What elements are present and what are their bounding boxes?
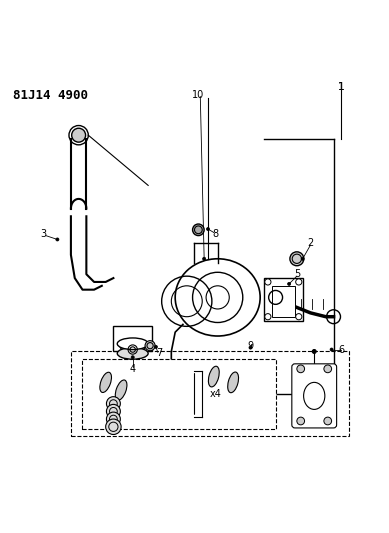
Circle shape bbox=[265, 279, 271, 285]
Circle shape bbox=[154, 345, 158, 349]
Ellipse shape bbox=[115, 380, 127, 400]
Circle shape bbox=[290, 252, 304, 266]
Circle shape bbox=[297, 417, 305, 425]
Text: x4: x4 bbox=[210, 389, 222, 399]
Circle shape bbox=[312, 350, 316, 353]
Text: 6: 6 bbox=[338, 344, 344, 354]
FancyBboxPatch shape bbox=[264, 278, 303, 320]
Circle shape bbox=[56, 238, 59, 241]
Circle shape bbox=[324, 365, 331, 373]
Circle shape bbox=[249, 346, 252, 349]
Text: 2: 2 bbox=[307, 238, 314, 248]
Text: 5: 5 bbox=[294, 269, 300, 279]
Ellipse shape bbox=[175, 259, 260, 336]
Text: 10: 10 bbox=[192, 90, 205, 100]
Circle shape bbox=[193, 224, 204, 236]
Circle shape bbox=[207, 228, 210, 231]
Circle shape bbox=[72, 128, 86, 142]
Text: 4: 4 bbox=[130, 364, 136, 374]
Bar bbox=[71, 351, 349, 437]
Circle shape bbox=[106, 419, 121, 434]
Circle shape bbox=[120, 341, 130, 351]
Circle shape bbox=[297, 365, 305, 373]
Bar bbox=[272, 286, 295, 317]
Ellipse shape bbox=[209, 366, 219, 387]
Bar bbox=[82, 359, 276, 429]
Circle shape bbox=[330, 348, 333, 351]
Circle shape bbox=[107, 412, 120, 426]
Circle shape bbox=[324, 417, 331, 425]
Text: 9: 9 bbox=[247, 341, 254, 351]
Bar bbox=[113, 326, 152, 351]
Text: 3: 3 bbox=[41, 229, 47, 239]
Circle shape bbox=[265, 313, 271, 320]
Ellipse shape bbox=[117, 338, 148, 350]
Circle shape bbox=[145, 341, 155, 351]
Circle shape bbox=[296, 313, 302, 320]
Text: 81J14 4900: 81J14 4900 bbox=[13, 89, 88, 102]
Circle shape bbox=[131, 356, 134, 359]
Circle shape bbox=[203, 257, 206, 260]
Ellipse shape bbox=[228, 372, 238, 393]
Text: 7: 7 bbox=[157, 349, 163, 358]
Circle shape bbox=[107, 397, 120, 410]
Circle shape bbox=[296, 279, 302, 285]
Circle shape bbox=[301, 257, 304, 260]
Ellipse shape bbox=[100, 372, 112, 392]
Circle shape bbox=[107, 405, 120, 418]
Text: 1: 1 bbox=[338, 82, 344, 92]
Text: 1: 1 bbox=[338, 82, 345, 92]
Ellipse shape bbox=[117, 348, 148, 359]
Text: 8: 8 bbox=[213, 229, 219, 239]
Circle shape bbox=[287, 282, 291, 286]
FancyBboxPatch shape bbox=[292, 364, 336, 428]
Circle shape bbox=[135, 341, 145, 351]
